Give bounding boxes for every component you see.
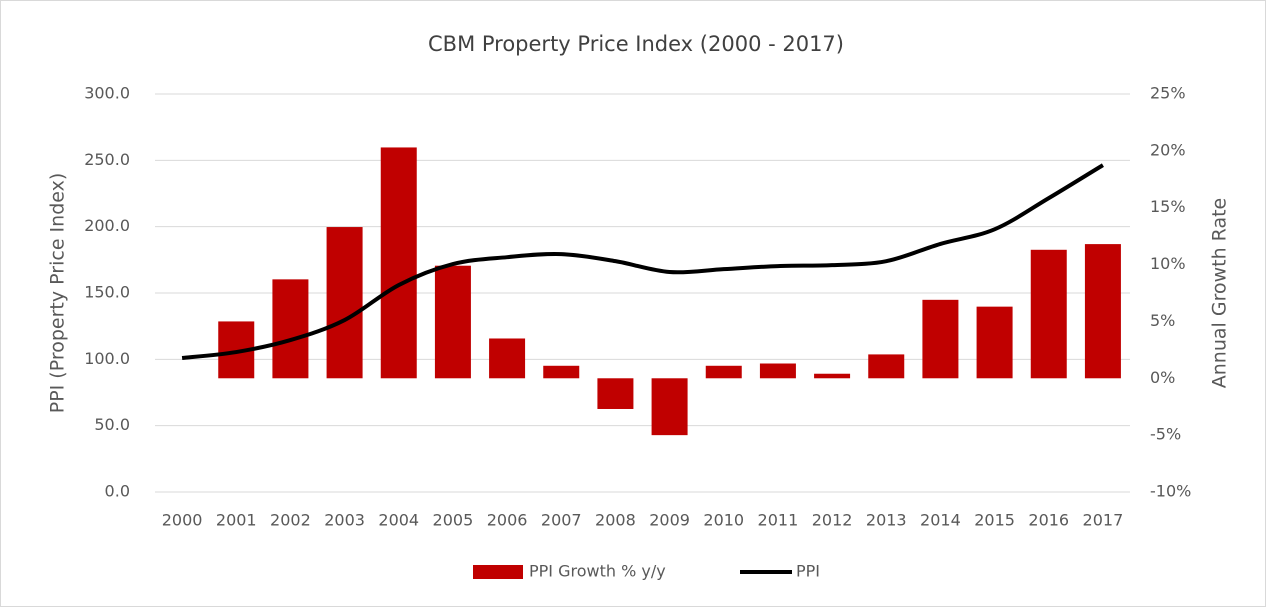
x-tick-label: 2015 (974, 511, 1015, 530)
x-tick-label: 2004 (378, 511, 419, 530)
x-tick-label: 2006 (487, 511, 528, 530)
bar (272, 279, 309, 379)
y-tick-label: 0.0 (105, 482, 130, 501)
x-tick-label: 2000 (162, 511, 203, 530)
y-tick-label: 100.0 (84, 349, 130, 368)
x-tick-label: 2001 (216, 511, 257, 530)
bar (814, 373, 851, 379)
y2-tick-label: 10% (1150, 254, 1186, 273)
chart-title: CBM Property Price Index (2000 - 2017) (428, 32, 844, 56)
y-tick-label: 300.0 (84, 84, 130, 103)
y2-axis-title: Annual Growth Rate (1209, 198, 1231, 388)
bar (597, 378, 634, 409)
bar (922, 299, 959, 379)
x-tick-label: 2009 (649, 511, 690, 530)
y2-tick-label: 5% (1150, 311, 1175, 330)
y-tick-label: 250.0 (84, 150, 130, 169)
x-tick-label: 2014 (920, 511, 961, 530)
x-tick-label: 2013 (866, 511, 907, 530)
legend-swatch (473, 565, 523, 579)
y2-tick-label: -5% (1150, 425, 1181, 444)
x-tick-label: 2008 (595, 511, 636, 530)
bar (1084, 244, 1121, 379)
bar (976, 306, 1013, 379)
x-tick-label: 2003 (324, 511, 365, 530)
x-tick-label: 2002 (270, 511, 311, 530)
bar (434, 265, 471, 379)
y-tick-label: 200.0 (84, 216, 130, 235)
bar (868, 354, 905, 379)
y2-tick-label: 20% (1150, 140, 1186, 159)
x-tick-label: 2017 (1083, 511, 1124, 530)
x-tick-label: 2005 (433, 511, 474, 530)
y-tick-label: 50.0 (94, 415, 130, 434)
bar (326, 227, 363, 379)
y2-tick-label: 15% (1150, 197, 1186, 216)
y2-tick-label: -10% (1150, 482, 1191, 501)
x-tick-label: 2007 (541, 511, 582, 530)
y2-tick-label: 0% (1150, 368, 1175, 387)
bar (380, 147, 417, 379)
x-tick-label: 2010 (703, 511, 744, 530)
x-tick-label: 2011 (758, 511, 799, 530)
legend-label: PPI (796, 562, 820, 581)
bar (489, 338, 526, 379)
bar (543, 365, 580, 379)
x-tick-label: 2012 (812, 511, 853, 530)
y-axis-title: PPI (Property Price Index) (47, 173, 69, 414)
bar (651, 378, 688, 436)
x-tick-label: 2016 (1028, 511, 1069, 530)
legend-label: PPI Growth % y/y (529, 562, 666, 581)
ppi-line (181, 163, 1104, 360)
bar (705, 365, 742, 379)
bar (759, 363, 796, 379)
bar (1030, 249, 1067, 379)
y2-tick-label: 25% (1150, 84, 1186, 103)
y-tick-label: 150.0 (84, 283, 130, 302)
